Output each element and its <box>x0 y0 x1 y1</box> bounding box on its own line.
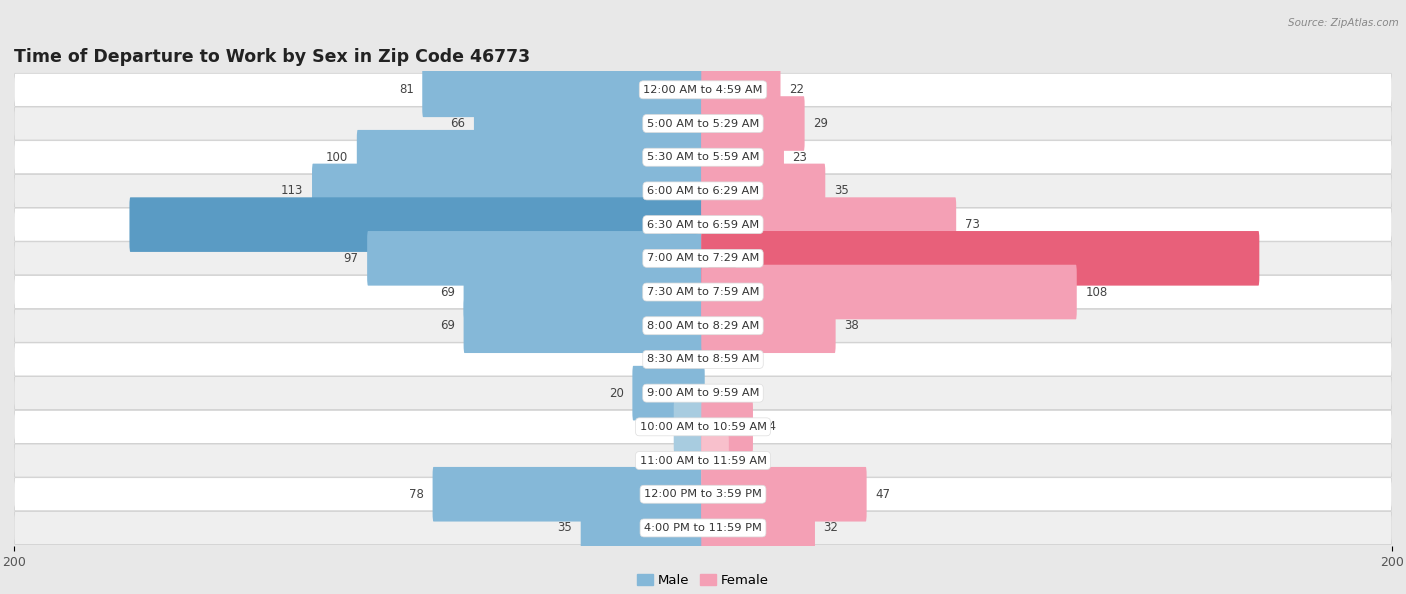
FancyBboxPatch shape <box>422 62 704 117</box>
Text: 5:00 AM to 5:29 AM: 5:00 AM to 5:29 AM <box>647 119 759 128</box>
Text: 7:00 AM to 7:29 AM: 7:00 AM to 7:29 AM <box>647 253 759 263</box>
Text: 35: 35 <box>557 522 572 535</box>
FancyBboxPatch shape <box>702 400 754 454</box>
Text: 69: 69 <box>440 286 456 299</box>
Text: Source: ZipAtlas.com: Source: ZipAtlas.com <box>1288 18 1399 28</box>
FancyBboxPatch shape <box>474 96 704 151</box>
FancyBboxPatch shape <box>14 73 1392 106</box>
Text: 10:00 AM to 10:59 AM: 10:00 AM to 10:59 AM <box>640 422 766 432</box>
FancyBboxPatch shape <box>14 242 1392 275</box>
FancyBboxPatch shape <box>464 298 704 353</box>
FancyBboxPatch shape <box>702 433 728 488</box>
Legend: Male, Female: Male, Female <box>631 568 775 592</box>
Text: Time of Departure to Work by Sex in Zip Code 46773: Time of Departure to Work by Sex in Zip … <box>14 48 530 66</box>
Text: 8:30 AM to 8:59 AM: 8:30 AM to 8:59 AM <box>647 355 759 365</box>
FancyBboxPatch shape <box>702 96 804 151</box>
Text: 7: 7 <box>738 454 745 467</box>
Text: 22: 22 <box>789 83 804 96</box>
FancyBboxPatch shape <box>702 298 835 353</box>
FancyBboxPatch shape <box>702 197 956 252</box>
Text: 32: 32 <box>824 522 838 535</box>
Text: 8: 8 <box>658 421 665 434</box>
FancyBboxPatch shape <box>14 343 1392 376</box>
FancyBboxPatch shape <box>464 265 704 320</box>
Text: 8:00 AM to 8:29 AM: 8:00 AM to 8:29 AM <box>647 321 759 331</box>
Text: 4:00 PM to 11:59 PM: 4:00 PM to 11:59 PM <box>644 523 762 533</box>
Text: 11:00 AM to 11:59 AM: 11:00 AM to 11:59 AM <box>640 456 766 466</box>
FancyBboxPatch shape <box>702 265 1077 320</box>
FancyBboxPatch shape <box>581 501 704 555</box>
Text: 23: 23 <box>793 151 807 164</box>
FancyBboxPatch shape <box>367 231 704 286</box>
FancyBboxPatch shape <box>702 231 1260 286</box>
FancyBboxPatch shape <box>14 444 1392 477</box>
Text: 29: 29 <box>813 117 828 130</box>
Text: 97: 97 <box>343 252 359 265</box>
Text: 166: 166 <box>672 218 696 231</box>
Text: 35: 35 <box>834 184 849 197</box>
Text: 20: 20 <box>609 387 624 400</box>
FancyBboxPatch shape <box>14 208 1392 241</box>
FancyBboxPatch shape <box>14 377 1392 410</box>
FancyBboxPatch shape <box>14 410 1392 443</box>
Text: 5:30 AM to 5:59 AM: 5:30 AM to 5:59 AM <box>647 152 759 162</box>
Text: 73: 73 <box>965 218 980 231</box>
FancyBboxPatch shape <box>633 366 704 421</box>
FancyBboxPatch shape <box>673 400 704 454</box>
FancyBboxPatch shape <box>14 141 1392 173</box>
Text: 66: 66 <box>450 117 465 130</box>
Text: 161: 161 <box>710 252 734 265</box>
Text: 3: 3 <box>675 454 682 467</box>
FancyBboxPatch shape <box>312 163 704 218</box>
FancyBboxPatch shape <box>702 130 785 185</box>
FancyBboxPatch shape <box>14 511 1392 545</box>
FancyBboxPatch shape <box>702 62 780 117</box>
Text: 78: 78 <box>409 488 425 501</box>
FancyBboxPatch shape <box>14 175 1392 207</box>
FancyBboxPatch shape <box>702 501 815 555</box>
FancyBboxPatch shape <box>357 130 704 185</box>
FancyBboxPatch shape <box>14 107 1392 140</box>
Text: 14: 14 <box>762 421 776 434</box>
Text: 6:00 AM to 6:29 AM: 6:00 AM to 6:29 AM <box>647 186 759 196</box>
FancyBboxPatch shape <box>14 276 1392 308</box>
Text: 69: 69 <box>440 319 456 332</box>
FancyBboxPatch shape <box>14 478 1392 511</box>
Text: 0: 0 <box>713 353 721 366</box>
Text: 12:00 PM to 3:59 PM: 12:00 PM to 3:59 PM <box>644 489 762 499</box>
Text: 113: 113 <box>281 184 304 197</box>
FancyBboxPatch shape <box>129 197 704 252</box>
Text: 108: 108 <box>1085 286 1108 299</box>
Text: 9:00 AM to 9:59 AM: 9:00 AM to 9:59 AM <box>647 388 759 398</box>
FancyBboxPatch shape <box>702 163 825 218</box>
FancyBboxPatch shape <box>702 467 866 522</box>
Text: 6:30 AM to 6:59 AM: 6:30 AM to 6:59 AM <box>647 220 759 230</box>
Text: 0: 0 <box>685 353 693 366</box>
Text: 47: 47 <box>875 488 890 501</box>
Text: 0: 0 <box>713 387 721 400</box>
FancyBboxPatch shape <box>433 467 704 522</box>
Text: 81: 81 <box>399 83 413 96</box>
Text: 38: 38 <box>844 319 859 332</box>
Text: 100: 100 <box>326 151 349 164</box>
Text: 7:30 AM to 7:59 AM: 7:30 AM to 7:59 AM <box>647 287 759 297</box>
FancyBboxPatch shape <box>14 309 1392 342</box>
FancyBboxPatch shape <box>690 433 704 488</box>
Text: 12:00 AM to 4:59 AM: 12:00 AM to 4:59 AM <box>644 85 762 95</box>
